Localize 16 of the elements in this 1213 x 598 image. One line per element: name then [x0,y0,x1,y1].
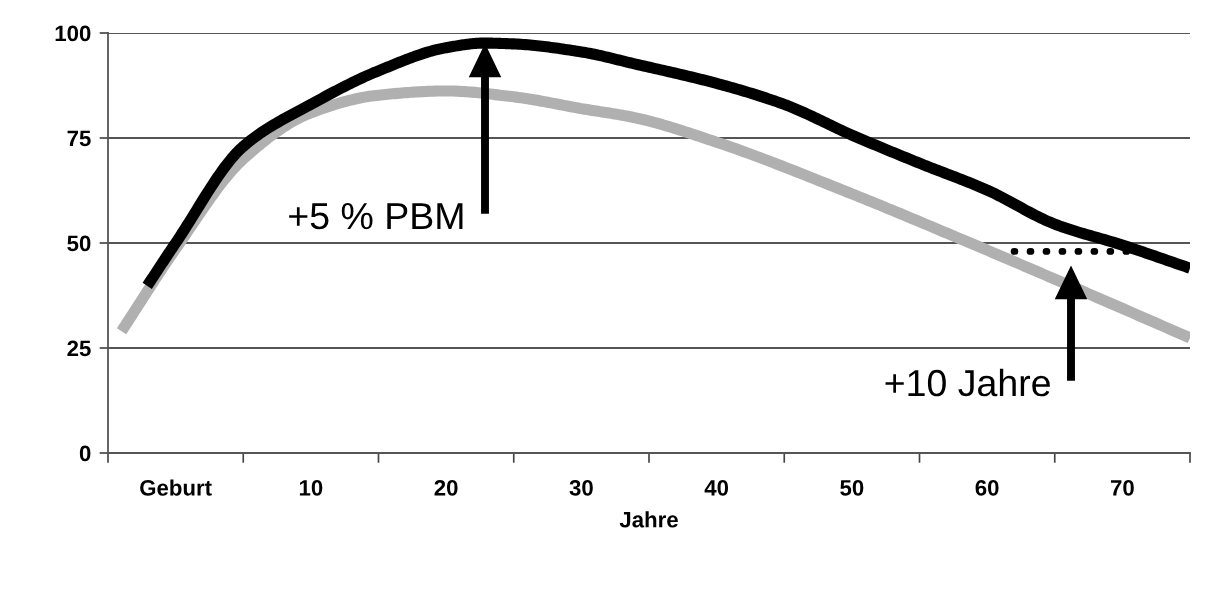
y-tick-label: 25 [67,340,91,357]
x-tick-label: 20 [434,479,458,496]
x-tick-label: 50 [840,479,864,496]
x-tick-label: 40 [704,479,729,496]
x-tick-label: 10 [299,479,323,496]
x-tick-label: 30 [569,479,593,496]
x-tick-label: 70 [1110,479,1134,496]
y-tick-label: 75 [67,130,91,147]
x-tick-label: 60 [975,479,999,496]
y-tick-label: 50 [67,235,91,252]
x-tick-label: Geburt [140,479,212,496]
y-tick-label: 0 [79,445,91,462]
y-tick-label: 100 [55,25,91,42]
annotation: +10 Jahre [885,368,1050,397]
annotation: +5 % PBM [289,202,463,230]
x-axis-title: Jahre [619,511,678,528]
